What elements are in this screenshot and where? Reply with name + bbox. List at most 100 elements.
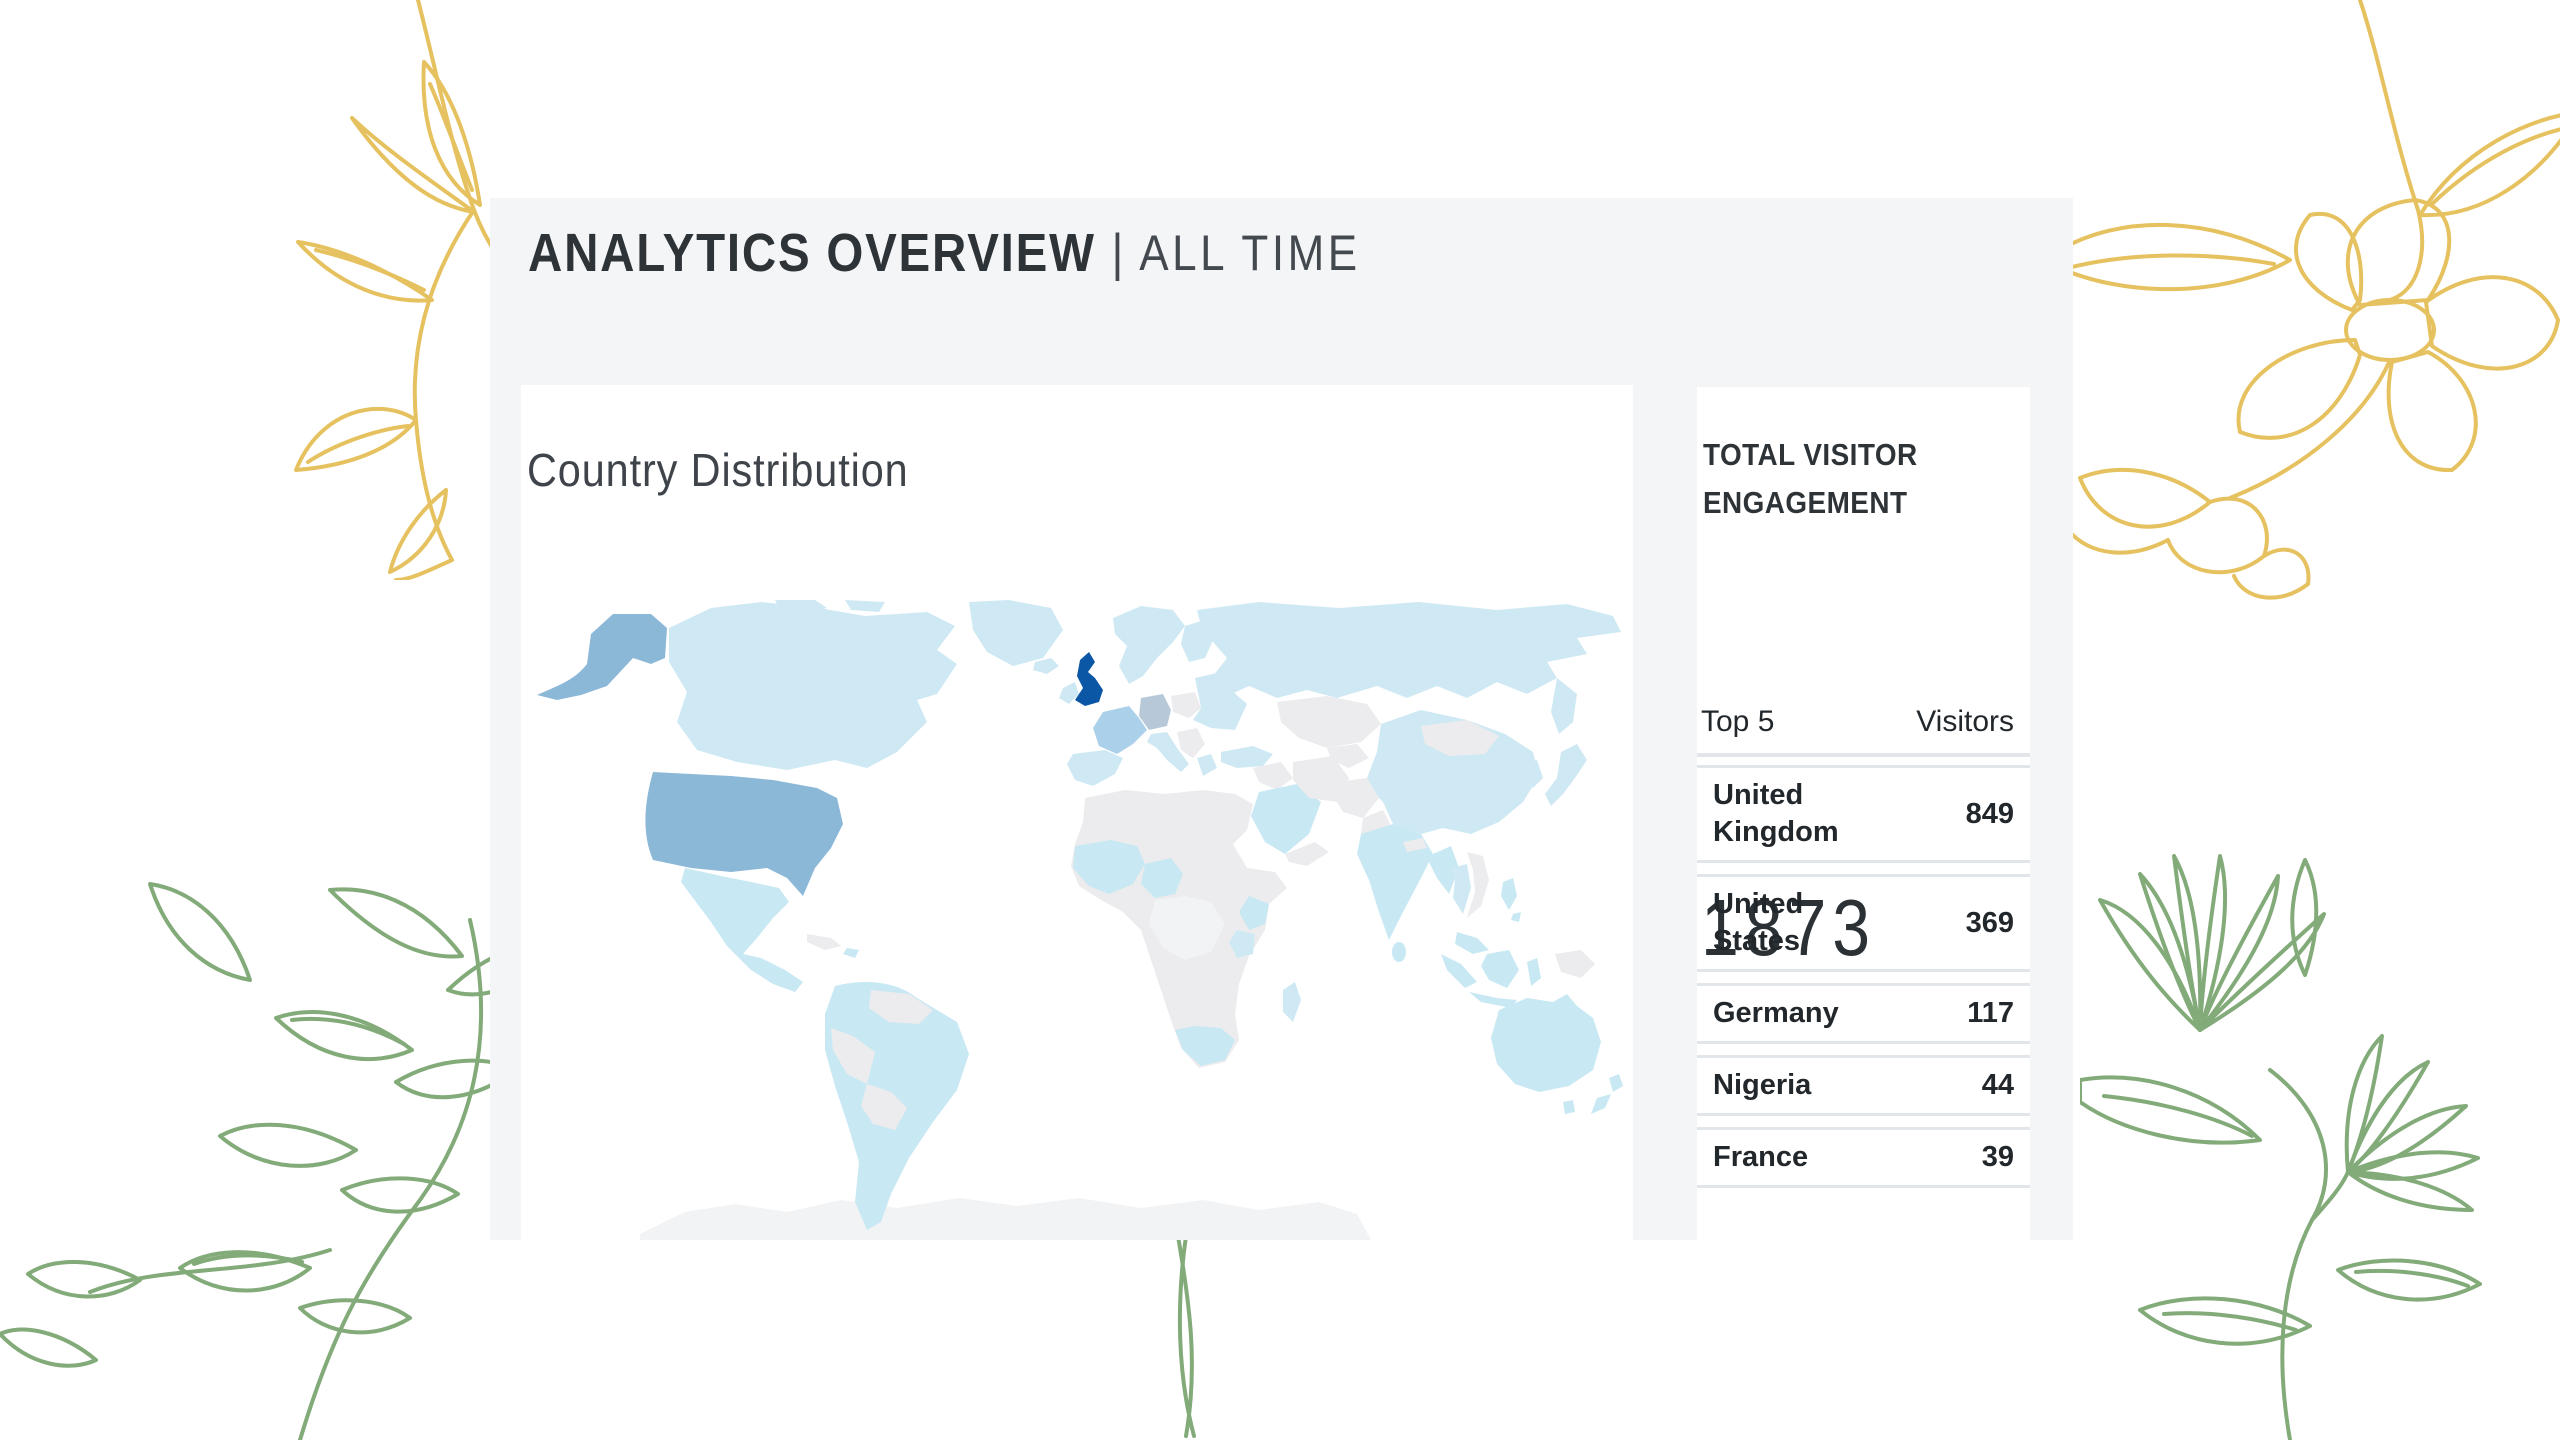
map-papua [1555,950,1595,978]
decor-branch-top-left-icon [294,0,520,580]
row-country: France [1713,1141,1809,1173]
map-korea [1523,760,1543,788]
map-yemen-oman [1285,842,1329,866]
time-range-label: ALL TIME [1139,225,1361,281]
map-philippines-south [1511,912,1521,922]
map-canada[interactable] [669,602,957,770]
map-nigeria[interactable] [1141,858,1183,898]
map-central-asia [1327,744,1369,768]
top5-column-header: Top 5 [1701,705,1775,738]
world-map-choropleth[interactable] [535,600,1625,1240]
map-turkey [1221,746,1273,768]
map-iberia [1067,750,1123,786]
map-india[interactable] [1357,824,1433,940]
visitor-engagement-card: TOTAL VISITOR ENGAGEMENT 1873 Top 5 Visi… [1697,387,2030,1240]
map-arctic-island [775,600,827,614]
map-antarctica [640,1198,1371,1240]
map-mexico-central-america[interactable] [681,868,803,992]
decor-flowers-top-right-icon [2060,0,2560,600]
map-italy [1147,732,1189,772]
map-iran [1293,756,1349,802]
row-visitors: 39 [1981,1141,2014,1173]
map-tanzania [1229,930,1255,958]
map-poland [1171,692,1201,718]
map-afghanistan [1335,778,1379,818]
row-country: Germany [1713,997,1839,1029]
table-row: United Kingdom 849 [1697,765,2030,863]
map-russia[interactable] [1197,602,1621,698]
map-germany[interactable] [1139,694,1171,730]
map-kenya [1239,896,1269,930]
map-west-africa [1073,840,1145,894]
row-country: United Kingdom [1713,779,1839,848]
map-south-africa [1175,1026,1235,1066]
map-greece [1197,754,1217,776]
engagement-value: 1873 [1701,883,1877,972]
decor-branch-bottom-left-icon [0,882,520,1440]
map-iceland [1033,658,1059,674]
map-peru-ecuador [831,1028,875,1084]
country-distribution-card: Country Distribution [521,385,1633,1240]
map-vietnam [1467,852,1489,918]
row-visitors: 117 [1967,997,2014,1029]
map-australia[interactable] [1491,994,1601,1092]
map-arctic-island [845,600,885,612]
map-japan [1545,744,1587,806]
row-country: Nigeria [1713,1069,1812,1101]
top5-table: Top 5 Visitors United Kingdom 849 United… [1697,705,2030,1199]
map-united-states[interactable] [645,772,843,896]
map-borneo [1481,950,1519,988]
map-new-zealand-north [1609,1074,1623,1092]
map-sri-lanka [1392,942,1406,962]
decor-flowers-bottom-right-icon [2080,854,2482,1440]
table-row: Nigeria 44 [1697,1055,2030,1116]
table-row: France 39 [1697,1127,2030,1188]
map-bolivia-paraguay [861,1084,907,1130]
row-visitors: 369 [1965,906,2014,939]
map-myanmar [1429,846,1459,894]
map-eastern-europe [1193,672,1247,730]
map-mongolia [1421,720,1499,756]
map-iraq-syria [1253,762,1293,790]
map-java [1469,992,1517,1008]
row-country: United States [1713,888,1804,957]
map-new-zealand-south [1591,1094,1611,1114]
map-ireland [1059,682,1079,704]
map-scandinavia [1113,606,1185,684]
map-card-title: Country Distribution [527,444,909,496]
decor-stem-bottom-center-icon [1176,1236,1196,1438]
page-title: ANALYTICS OVERVIEW [528,223,1096,283]
map-philippines [1501,878,1517,910]
map-sumatra [1441,954,1477,988]
map-greenland[interactable] [969,600,1063,666]
row-visitors: 44 [1981,1069,2014,1101]
map-alaska[interactable] [537,614,667,700]
map-congo-basin [1149,896,1225,960]
map-kazakhstan [1277,696,1381,748]
visitors-column-header: Visitors [1916,705,2014,738]
map-sulawesi [1527,958,1541,986]
top5-table-header: Top 5 Visitors [1697,705,2030,757]
map-nepal [1403,838,1427,852]
map-venezuela-guyanas [869,990,933,1024]
table-row: Germany 117 [1697,983,2030,1044]
map-tasmania [1563,1100,1575,1114]
title-separator: | [1111,224,1124,282]
map-cuba [807,934,841,950]
map-france[interactable] [1093,706,1147,754]
map-kamchatka [1551,678,1577,734]
top5-table-body: United Kingdom 849 United States 369 Ger… [1697,765,2030,1188]
map-malaysia [1455,932,1489,954]
map-united-kingdom[interactable] [1075,652,1103,706]
row-visitors: 849 [1965,797,2014,830]
map-madagascar [1283,982,1301,1022]
map-china[interactable] [1367,710,1539,834]
map-hispaniola [843,948,859,958]
map-saudi-arabia [1251,784,1321,854]
map-balkans [1177,728,1205,758]
map-thailand [1451,864,1471,914]
table-row: United States 369 [1697,874,2030,972]
engagement-label: TOTAL VISITOR ENGAGEMENT [1703,437,1918,520]
panel-header: ANALYTICS OVERVIEW | ALL TIME [528,222,1361,284]
